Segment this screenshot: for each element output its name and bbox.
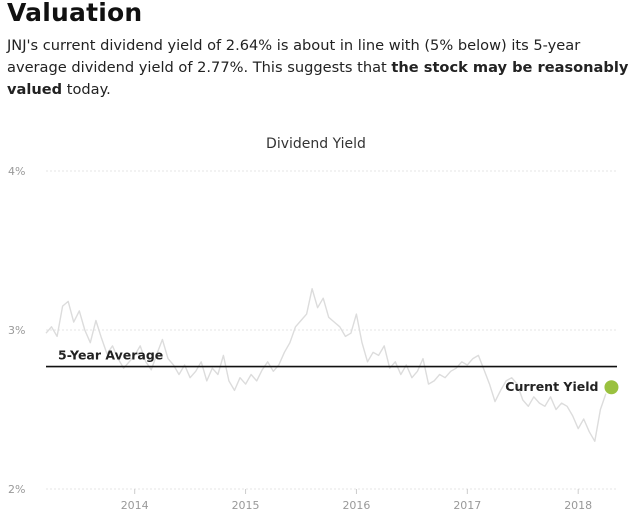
label-layer: 2% 3% 4% 2014 2015 2016 2017 2018 5-Year Average… [8,165,619,512]
x-tick-label: 2014 [121,499,149,512]
current-yield-dot [604,380,619,395]
x-tick-label: 2017 [453,499,481,512]
summary-text-lead: JNJ's current dividend yield of 2.64% is… [7,37,581,76]
section-heading: Valuation [7,0,143,27]
chart-title: Dividend Yield [266,136,366,152]
average-label: 5-Year Average [58,348,163,363]
y-tick-label: 4% [8,165,25,178]
summary-text-tail: today. [62,81,111,98]
x-tick-label: 2018 [564,499,592,512]
summary-text-emphasis: the stock may be reasonably valued [7,59,629,98]
y-tick-label: 3% [8,324,25,337]
y-tick-label: 2% [8,483,25,496]
current-yield-label: Current Yield [505,379,598,394]
valuation-summary: JNJ's current dividend yield of 2.64% is… [7,35,635,101]
x-tick-label: 2015 [232,499,260,512]
series-layer [45,288,607,442]
x-tick-label: 2016 [342,499,370,512]
grid-layer [46,170,617,494]
series-line [45,288,607,442]
